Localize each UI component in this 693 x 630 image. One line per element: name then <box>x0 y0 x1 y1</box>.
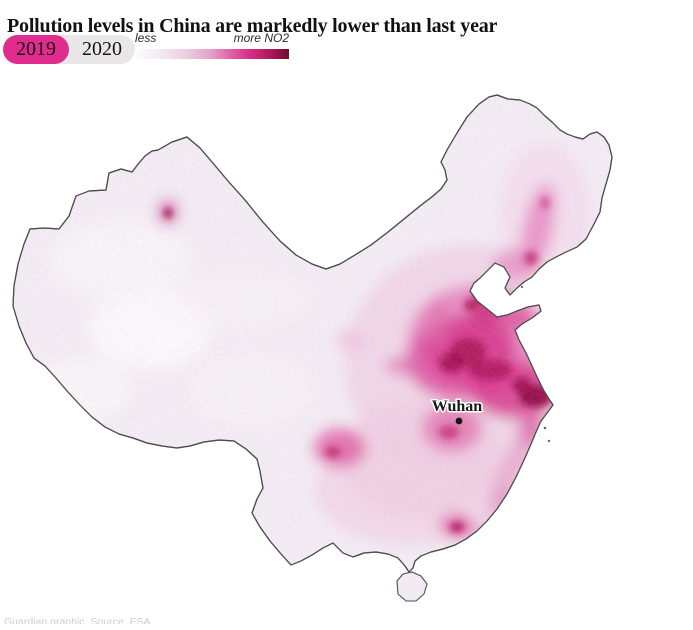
coastal-islet <box>520 285 524 289</box>
coastal-islet <box>543 426 547 430</box>
coastal-islet <box>547 439 551 443</box>
wuhan-marker: Wuhan <box>430 397 484 425</box>
map-texture <box>13 95 612 601</box>
legend-label-less: less <box>135 31 157 45</box>
legend-gradient-bar <box>135 49 289 59</box>
china-border-line <box>12 94 613 573</box>
toggle-option-2019[interactable]: 2019 <box>3 35 69 64</box>
no2-legend: less more NO2 <box>135 31 289 59</box>
page-title: Pollution levels in China are markedly l… <box>7 15 498 38</box>
pollution-overlay <box>13 95 612 601</box>
source-caption: Guardian graphic. Source: ESA <box>4 616 151 624</box>
legend-label-more: more NO2 <box>233 31 289 45</box>
wuhan-label: Wuhan <box>432 398 483 415</box>
wuhan-marker-dot <box>455 417 463 425</box>
year-toggle[interactable]: 2019 2020 <box>3 35 135 64</box>
toggle-option-2020[interactable]: 2020 <box>82 38 122 60</box>
